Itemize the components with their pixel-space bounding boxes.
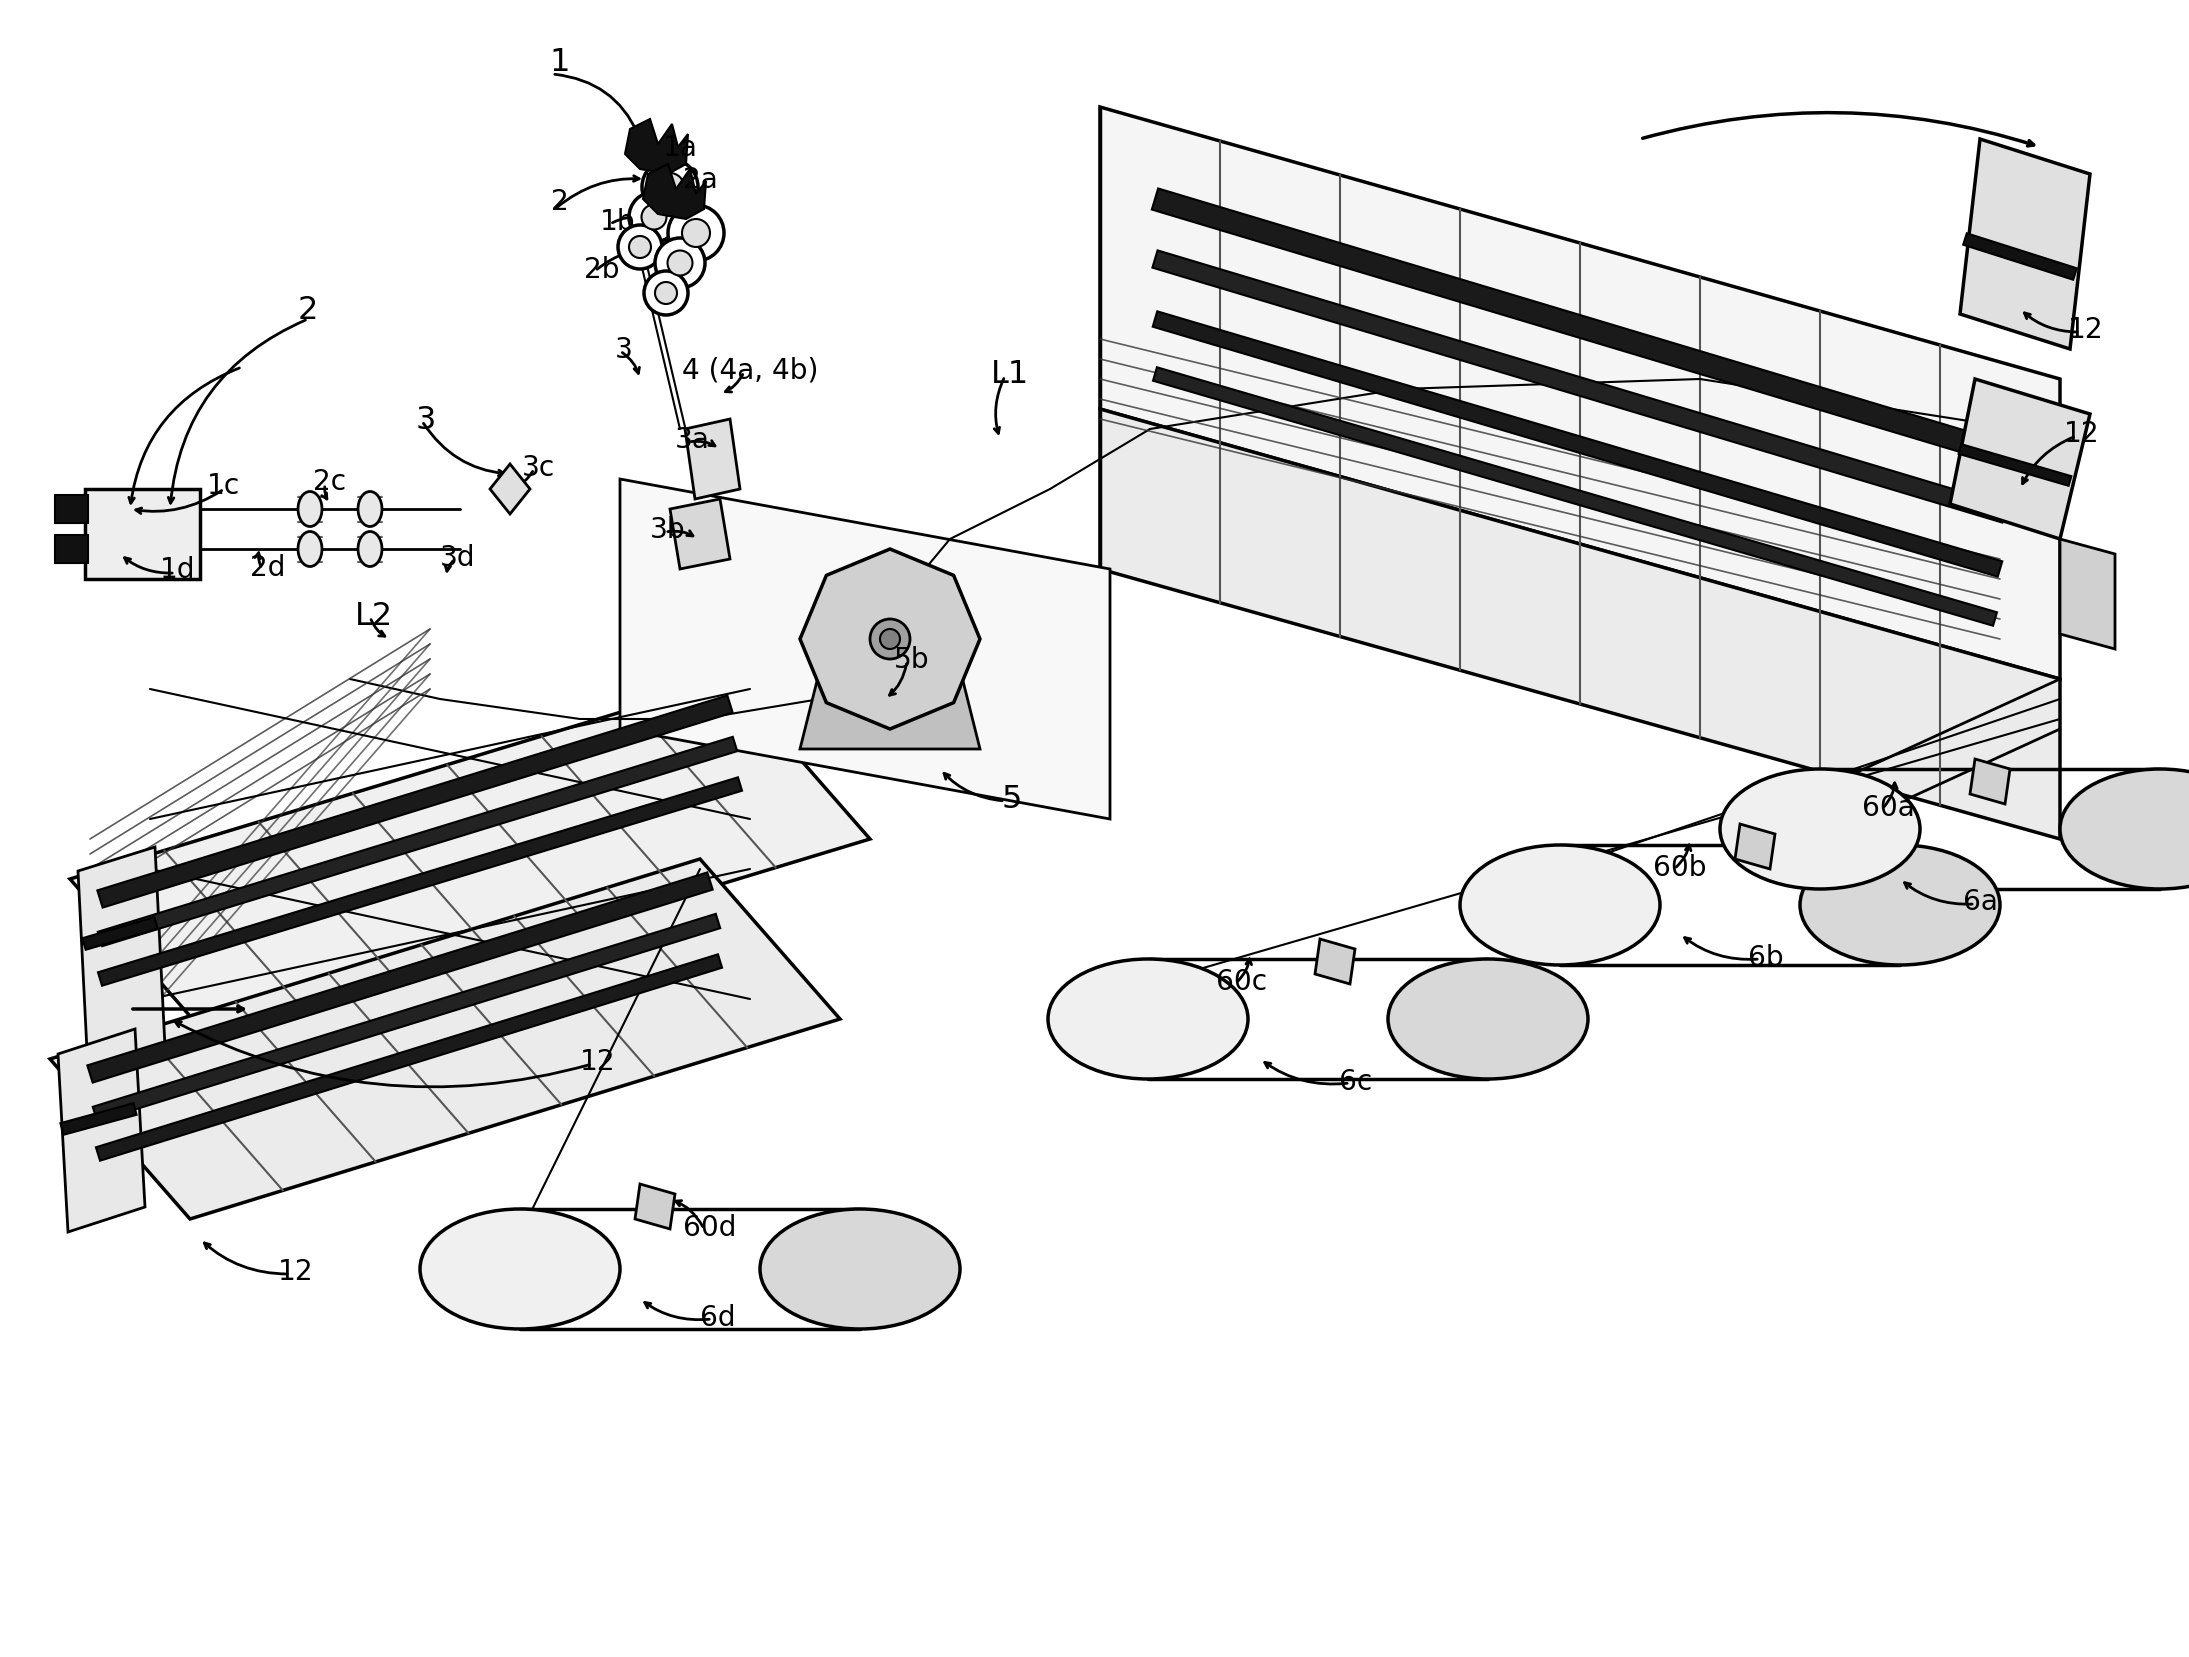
Polygon shape: [1964, 234, 2077, 280]
Polygon shape: [1950, 379, 2090, 540]
Polygon shape: [799, 550, 981, 729]
Polygon shape: [2060, 540, 2115, 650]
Polygon shape: [92, 915, 720, 1122]
Text: 12: 12: [580, 1047, 615, 1075]
Polygon shape: [1101, 108, 2060, 679]
Text: 5b: 5b: [893, 646, 930, 674]
Text: 3: 3: [615, 336, 633, 365]
Polygon shape: [99, 737, 738, 946]
Ellipse shape: [869, 620, 911, 659]
Polygon shape: [99, 777, 742, 986]
Text: L1: L1: [992, 358, 1029, 389]
Polygon shape: [626, 119, 687, 176]
Polygon shape: [96, 954, 722, 1162]
Text: 2: 2: [298, 295, 317, 325]
Text: 1a: 1a: [663, 134, 698, 162]
Text: 1c: 1c: [208, 472, 241, 500]
Text: 60a: 60a: [1861, 794, 1915, 822]
Text: 12: 12: [278, 1258, 313, 1286]
Polygon shape: [83, 918, 158, 949]
Polygon shape: [55, 495, 88, 524]
Ellipse shape: [1721, 769, 1920, 890]
Ellipse shape: [359, 492, 383, 527]
Polygon shape: [88, 873, 714, 1084]
Ellipse shape: [2060, 769, 2189, 890]
Polygon shape: [1970, 759, 2010, 805]
Ellipse shape: [420, 1210, 619, 1329]
Ellipse shape: [628, 237, 650, 258]
Polygon shape: [61, 1104, 136, 1135]
Text: 1d: 1d: [160, 555, 195, 583]
Polygon shape: [1151, 252, 2007, 524]
Text: 6d: 6d: [700, 1302, 736, 1331]
Ellipse shape: [641, 161, 698, 215]
Polygon shape: [685, 419, 740, 500]
Ellipse shape: [668, 252, 692, 277]
Text: 6b: 6b: [1749, 943, 1784, 971]
Polygon shape: [1959, 446, 2071, 487]
Polygon shape: [1151, 189, 2007, 466]
Ellipse shape: [655, 283, 676, 305]
Polygon shape: [1316, 940, 1355, 984]
Ellipse shape: [683, 220, 709, 249]
Polygon shape: [55, 535, 88, 563]
Ellipse shape: [298, 492, 322, 527]
Text: 1: 1: [549, 46, 571, 78]
Ellipse shape: [668, 205, 725, 262]
Text: 12: 12: [2069, 316, 2104, 343]
Text: 3a: 3a: [674, 426, 709, 454]
Text: 3d: 3d: [440, 543, 475, 572]
Polygon shape: [50, 860, 841, 1220]
Ellipse shape: [644, 272, 687, 316]
Text: 2d: 2d: [250, 553, 287, 582]
Text: 3c: 3c: [521, 454, 554, 482]
Text: 60c: 60c: [1217, 968, 1267, 996]
Text: 6c: 6c: [1340, 1067, 1373, 1095]
Polygon shape: [670, 500, 729, 570]
Polygon shape: [644, 166, 707, 220]
Polygon shape: [799, 669, 981, 749]
Polygon shape: [1154, 312, 2003, 577]
Polygon shape: [619, 481, 1110, 820]
Text: 2a: 2a: [683, 166, 718, 194]
Polygon shape: [85, 490, 199, 580]
Text: 6a: 6a: [1964, 888, 1996, 915]
Text: 2c: 2c: [313, 467, 346, 495]
Text: 60b: 60b: [1653, 853, 1707, 882]
Ellipse shape: [760, 1210, 961, 1329]
Ellipse shape: [641, 205, 665, 230]
Polygon shape: [635, 1185, 674, 1229]
Text: 5: 5: [1003, 784, 1022, 815]
Text: 3b: 3b: [650, 515, 685, 543]
Ellipse shape: [1388, 959, 1587, 1079]
Text: 4 (4a, 4b): 4 (4a, 4b): [681, 356, 819, 384]
Ellipse shape: [655, 239, 705, 288]
Polygon shape: [70, 679, 869, 1039]
Text: 2b: 2b: [584, 255, 619, 283]
Polygon shape: [1101, 409, 2060, 840]
Text: 1b: 1b: [600, 207, 635, 235]
Ellipse shape: [617, 225, 661, 270]
Ellipse shape: [880, 630, 900, 650]
Ellipse shape: [359, 532, 383, 567]
Polygon shape: [490, 464, 530, 515]
Ellipse shape: [1049, 959, 1248, 1079]
Ellipse shape: [298, 532, 322, 567]
Polygon shape: [57, 1029, 144, 1233]
Ellipse shape: [657, 174, 683, 202]
Text: 2: 2: [552, 187, 569, 215]
Ellipse shape: [628, 192, 679, 244]
Ellipse shape: [1460, 845, 1659, 966]
Text: 12: 12: [2064, 419, 2099, 447]
Polygon shape: [1959, 139, 2090, 350]
Text: 3: 3: [416, 404, 436, 436]
Polygon shape: [1736, 825, 1775, 870]
Text: L2: L2: [355, 600, 394, 631]
Ellipse shape: [1799, 845, 2001, 966]
Polygon shape: [96, 696, 733, 908]
Polygon shape: [1154, 368, 1996, 626]
Text: 60d: 60d: [683, 1213, 738, 1241]
Polygon shape: [79, 847, 164, 1072]
